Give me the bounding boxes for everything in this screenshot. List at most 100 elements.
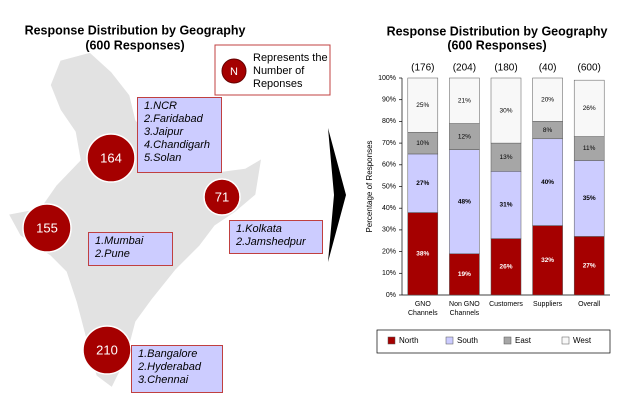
bar-segment — [573, 236, 605, 296]
y-tick-label: 60% — [382, 162, 396, 169]
region-count: 155 — [36, 220, 58, 235]
x-tick-label: Customers — [489, 301, 523, 308]
data-label: 11% — [583, 145, 596, 152]
data-label: 31% — [499, 202, 512, 209]
city-name: 3.Chennai — [138, 374, 189, 386]
y-tick-label: 100% — [378, 75, 396, 82]
bar-segment — [490, 171, 522, 239]
y-tick-label: 50% — [382, 183, 396, 190]
data-label: 27% — [583, 262, 596, 269]
city-name: 2.Faridabad — [144, 113, 203, 125]
data-label: 19% — [458, 271, 471, 278]
map-title: Response Distribution by Geography — [25, 23, 246, 37]
legend-swatch — [387, 336, 396, 345]
legend-box — [376, 329, 611, 354]
city-box: 1.Bangalore 2.Hyderabad 3.Chennai — [131, 345, 223, 393]
region-circle — [203, 178, 241, 216]
chart-subtitle: (600 Responses) — [447, 38, 546, 52]
data-label: 27% — [416, 180, 429, 187]
legend-label: West — [573, 336, 592, 345]
bar-segment — [407, 153, 439, 213]
region-circle — [22, 203, 72, 253]
data-label: 20% — [541, 96, 554, 103]
y-tick-label: 40% — [382, 205, 396, 212]
city-name: 1.Mumbai — [95, 235, 144, 247]
map-legend-circle — [221, 58, 247, 84]
city-name: 1.Bangalore — [138, 348, 198, 360]
legend-swatch — [561, 336, 570, 345]
y-tick-label: 80% — [382, 118, 396, 125]
city-box: 1.NCR 2.Faridabad 3.Jaipur 4.Chandigarh 5.So… — [137, 97, 222, 173]
map-legend-text: Represents the Number of Reponses — [253, 52, 328, 90]
data-label: 32% — [541, 257, 554, 264]
y-tick-label: 70% — [382, 140, 396, 147]
region-count: 71 — [215, 189, 229, 204]
region-circle — [86, 133, 136, 183]
bar-segment — [490, 77, 522, 144]
y-tick-label: 0% — [386, 292, 396, 299]
map-subtitle: (600 Responses) — [85, 38, 184, 52]
city-name: 1.Kolkata — [236, 223, 282, 235]
arrow — [328, 128, 346, 262]
map-legend-symbol: N — [230, 66, 238, 78]
bar-segment — [532, 138, 563, 226]
data-label: 8% — [543, 127, 553, 134]
bar-segment — [573, 160, 605, 237]
region-count: 164 — [100, 150, 122, 165]
data-label: 40% — [541, 179, 554, 186]
data-label: 10% — [416, 140, 429, 147]
bar-segment — [449, 77, 480, 124]
city-box: 1.Kolkata 2.Jamshedpur — [229, 220, 323, 254]
x-tick-label: Suppliers — [533, 301, 563, 308]
x-tick-label: Overall — [578, 301, 601, 308]
city-name: 3.Jaipur — [144, 126, 184, 138]
x-tick-label: GNO Channels — [408, 301, 438, 317]
city-name: 2.Pune — [95, 248, 130, 260]
y-tick-label: 20% — [382, 248, 396, 255]
column-label: (176) — [411, 63, 434, 74]
y-axis-label: Percentage of Responses — [365, 140, 374, 232]
region-count: 210 — [96, 342, 118, 357]
x-tick-label: Non GNO Channels — [449, 301, 480, 317]
bar-segment — [532, 225, 563, 296]
bar-segment — [407, 77, 439, 133]
y-tick-label: 90% — [382, 97, 396, 104]
legend-swatch — [445, 336, 454, 345]
data-label: 26% — [583, 105, 596, 112]
data-label: 48% — [458, 198, 471, 205]
city-name: 4.Chandigarh — [144, 139, 211, 151]
bar-segment — [449, 149, 480, 255]
city-name: 1.NCR — [144, 100, 178, 112]
y-tick-label: 10% — [382, 270, 396, 277]
bar-segment — [573, 79, 605, 137]
legend-label: South — [457, 336, 478, 345]
data-label: 38% — [416, 250, 429, 257]
bar-segment — [532, 77, 563, 122]
data-label: 30% — [499, 107, 512, 114]
chart-title: Response Distribution by Geography — [387, 24, 608, 38]
data-label: 25% — [416, 102, 429, 109]
legend-label: North — [399, 336, 419, 345]
bar-segment — [490, 142, 522, 172]
bar-segment — [449, 253, 480, 296]
column-label: (40) — [539, 63, 557, 74]
column-label: (600) — [578, 63, 601, 74]
data-label: 13% — [499, 154, 512, 161]
bar-segment — [490, 238, 522, 296]
column-label: (204) — [453, 63, 476, 74]
city-name: 5.Solan — [144, 152, 182, 164]
data-label: 26% — [499, 264, 512, 271]
data-label: 35% — [583, 195, 596, 202]
legend-swatch — [503, 336, 512, 345]
city-name: 2.Jamshedpur — [236, 236, 306, 248]
data-label: 21% — [458, 98, 471, 105]
city-name: 2.Hyderabad — [138, 361, 201, 373]
legend-label: East — [515, 336, 532, 345]
map-legend-box — [214, 44, 331, 96]
city-box: 1.Mumbai 2.Pune — [88, 232, 173, 266]
bar-segment — [407, 212, 439, 296]
y-tick-label: 30% — [382, 227, 396, 234]
column-label: (180) — [494, 63, 517, 74]
